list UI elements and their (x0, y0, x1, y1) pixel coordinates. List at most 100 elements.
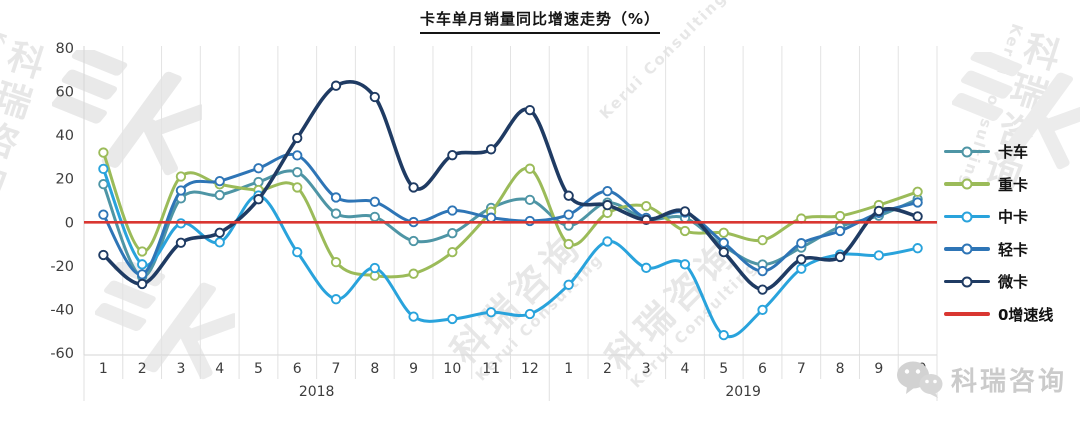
data-point-轻卡 (330, 192, 342, 203)
data-point-卡车 (214, 189, 225, 201)
data-point-卡车 (408, 235, 419, 247)
data-point-卡车 (524, 194, 536, 205)
data-point-重卡 (563, 238, 574, 250)
data-point-微卡 (137, 278, 148, 290)
data-point-微卡 (485, 144, 497, 155)
legend-label: 重卡 (998, 175, 1029, 194)
year-label: 2019 (725, 384, 761, 400)
legend-swatch (944, 211, 990, 222)
legend-item-0增速线: 0增速线 (944, 304, 1053, 325)
legend-label: 微卡 (998, 273, 1029, 291)
data-point-轻卡 (137, 269, 148, 280)
data-point-微卡 (834, 251, 846, 263)
data-point-重卡 (98, 147, 109, 158)
data-point-轻卡 (485, 212, 497, 223)
data-point-中卡 (524, 308, 536, 320)
data-point-重卡 (718, 227, 729, 238)
legend-marker (961, 243, 973, 255)
data-point-微卡 (408, 182, 419, 193)
data-point-轻卡 (524, 215, 536, 227)
data-point-中卡 (369, 262, 380, 274)
data-point-微卡 (175, 237, 187, 248)
legend-item-轻卡: 轻卡 (944, 239, 1053, 260)
data-point-轻卡 (602, 185, 613, 197)
data-point-微卡 (602, 199, 613, 211)
y-tick-label: -40 (50, 302, 74, 318)
x-tick-label: 3 (176, 361, 185, 377)
data-point-轻卡 (757, 265, 768, 277)
legend-label: 0增速线 (998, 305, 1054, 324)
data-point-轻卡 (175, 185, 187, 196)
x-tick-label: 9 (409, 361, 418, 377)
legend-label: 中卡 (998, 208, 1029, 226)
x-tick-label: 9 (874, 361, 883, 377)
y-tick-label: 40 (56, 128, 74, 144)
data-point-微卡 (679, 206, 691, 217)
x-tick-label: 12 (521, 361, 539, 377)
x-tick-label: 7 (332, 361, 341, 377)
legend-item-卡车: 卡车 (944, 141, 1053, 162)
data-point-中卡 (912, 243, 923, 254)
data-point-微卡 (253, 194, 264, 205)
series-line-微卡 (101, 80, 920, 292)
data-point-微卡 (330, 80, 342, 91)
data-point-微卡 (214, 227, 225, 238)
data-point-重卡 (292, 182, 303, 193)
badge-text: 科瑞咨询 (951, 366, 1068, 397)
legend-marker (961, 146, 973, 157)
data-point-卡车 (292, 167, 303, 178)
data-point-中卡 (408, 311, 419, 322)
data-point-中卡 (137, 259, 148, 270)
data-point-重卡 (641, 201, 652, 212)
x-tick-label: 1 (99, 361, 108, 377)
data-point-重卡 (912, 186, 923, 197)
data-point-轻卡 (796, 238, 807, 249)
x-tick-label: 4 (215, 361, 224, 377)
data-point-重卡 (175, 171, 187, 182)
data-point-重卡 (408, 268, 419, 279)
y-tick-label: 80 (56, 41, 74, 57)
legend-marker (961, 178, 973, 190)
data-point-轻卡 (253, 163, 264, 174)
x-tick-label: 8 (836, 361, 845, 377)
y-tick-label: 20 (56, 172, 74, 188)
data-point-中卡 (602, 236, 613, 247)
data-point-中卡 (485, 307, 497, 318)
legend: 卡车重卡中卡轻卡微卡 0增速线 (944, 141, 1053, 325)
data-point-中卡 (873, 250, 884, 261)
legend-item-中卡: 中卡 (944, 206, 1053, 227)
data-point-重卡 (447, 246, 458, 258)
data-point-重卡 (137, 246, 148, 257)
data-point-重卡 (679, 225, 691, 237)
data-point-中卡 (98, 163, 109, 175)
data-point-微卡 (757, 284, 768, 295)
data-point-卡车 (447, 228, 458, 239)
data-point-轻卡 (98, 209, 109, 220)
data-point-重卡 (757, 234, 768, 246)
data-point-微卡 (796, 254, 807, 265)
data-point-中卡 (330, 294, 342, 305)
wechat-icon (897, 361, 943, 398)
data-point-微卡 (912, 211, 923, 222)
data-point-微卡 (369, 91, 380, 103)
x-tick-label: 8 (370, 361, 379, 377)
x-tick-label: 3 (642, 361, 651, 377)
legend-item-重卡: 重卡 (944, 174, 1053, 195)
y-tick-label: -20 (50, 259, 74, 275)
data-point-微卡 (447, 150, 458, 161)
data-point-轻卡 (214, 175, 225, 187)
data-point-中卡 (641, 262, 652, 273)
data-point-轻卡 (563, 209, 574, 220)
data-point-轻卡 (447, 205, 458, 216)
data-point-轻卡 (718, 237, 729, 248)
data-point-中卡 (757, 304, 768, 316)
data-point-微卡 (292, 132, 303, 144)
x-tick-label: 11 (482, 361, 500, 377)
legend-swatch (944, 243, 990, 255)
wechat-watermark-badge: 科瑞咨询 (893, 358, 1067, 400)
data-point-中卡 (718, 329, 729, 341)
legend-swatch (944, 178, 990, 190)
data-point-中卡 (447, 313, 458, 325)
